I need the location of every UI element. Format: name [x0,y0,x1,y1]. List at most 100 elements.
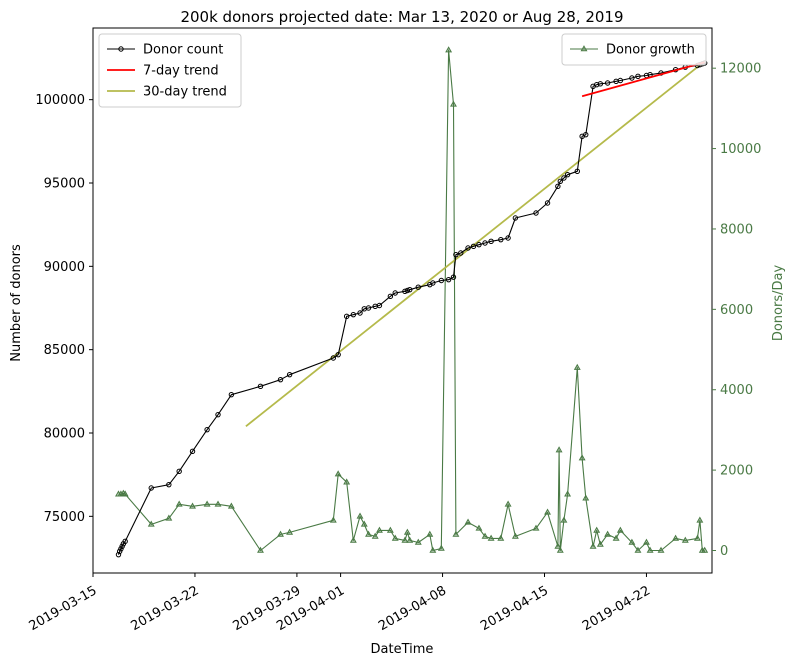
data-point [556,546,564,553]
legend-marker [580,45,588,52]
data-point [560,516,568,523]
data-point [401,536,409,543]
y2-tick-label: 8000 [720,222,753,237]
data-point [557,178,563,185]
data-point [445,276,452,283]
data-point [277,530,284,537]
data-point [629,75,635,81]
data-point [582,494,590,501]
data-point [681,536,689,543]
data-point [330,355,337,361]
data-point [672,534,680,541]
y-tick-label: 100000 [35,93,85,108]
data-point [147,520,155,527]
data-point [121,490,129,497]
data-point [257,383,264,390]
data-point [701,546,709,553]
series-line-growth [118,49,705,552]
data-point [387,293,394,300]
data-point [458,250,464,256]
data-point [583,131,589,138]
y2-tick-label: 2000 [720,464,753,479]
data-point [555,183,561,190]
legend-label-donor_count: Donor count [143,43,223,58]
data-point [365,305,372,311]
data-point [404,287,411,294]
x-axis-label: DateTime [371,642,434,657]
data-point [334,470,342,477]
data-point [165,514,173,521]
data-point [227,502,235,509]
y2-tick-label: 0 [720,544,728,559]
data-point [505,235,511,241]
chart-title: 200k donors projected date: Mar 13, 2020… [180,8,623,26]
y-tick-label: 85000 [44,343,85,358]
data-point [414,538,422,545]
data-point [497,534,505,541]
legend-label-trend30: 30-day trend [143,85,227,100]
data-point [406,536,414,543]
data-point [122,538,128,545]
data-point [403,528,411,535]
data-point [189,502,196,509]
data-point [392,290,398,296]
data-point [612,534,620,541]
data-point [511,532,519,539]
data-point [604,530,612,537]
data-point [375,526,383,533]
plot-frame [92,27,713,574]
data-point [554,542,562,549]
data-point [498,236,504,243]
y2-tick-label: 10000 [720,142,761,157]
data-point [386,526,394,533]
data-point [634,546,642,553]
data-point [349,536,357,543]
y-tick-label: 75000 [44,510,85,525]
data-point [329,516,337,523]
data-point [407,286,413,293]
series-line-trend7 [581,61,705,98]
data-point [593,81,600,88]
data-point [488,238,494,245]
data-point [643,538,650,545]
data-point [533,210,539,216]
data-point [604,80,611,86]
data-point [286,528,294,535]
data-point [376,302,383,309]
data-point [426,530,434,537]
data-point [214,500,222,507]
data-point [452,530,460,537]
data-point [371,532,379,539]
legend-label-trend7: 7-day trend [143,64,219,79]
data-point [464,518,472,525]
data-point [512,215,519,221]
data-point [617,77,624,84]
data-point [277,376,284,383]
legend-right-box [561,33,707,66]
data-point [450,100,457,107]
y-tick-label: 90000 [44,260,85,275]
data-point [470,243,477,250]
data-point [438,277,445,284]
legend-label-growth: Donor growth [606,43,695,58]
y-tick-label: 95000 [44,177,85,192]
data-point [635,73,641,80]
legend-left: Donor count 7-day trend 30-day trend [98,33,242,108]
data-point [593,526,601,533]
data-point [429,546,437,553]
data-point [616,526,624,533]
data-point [350,311,357,318]
data-point [257,546,264,553]
series-layer [115,46,709,558]
data-point [148,485,154,491]
data-point [504,500,512,507]
data-point [286,371,293,378]
data-point [561,175,567,181]
series-growth [115,46,709,553]
data-point [696,516,704,523]
data-point [453,251,459,258]
data-point [430,280,436,286]
data-point [356,512,364,519]
